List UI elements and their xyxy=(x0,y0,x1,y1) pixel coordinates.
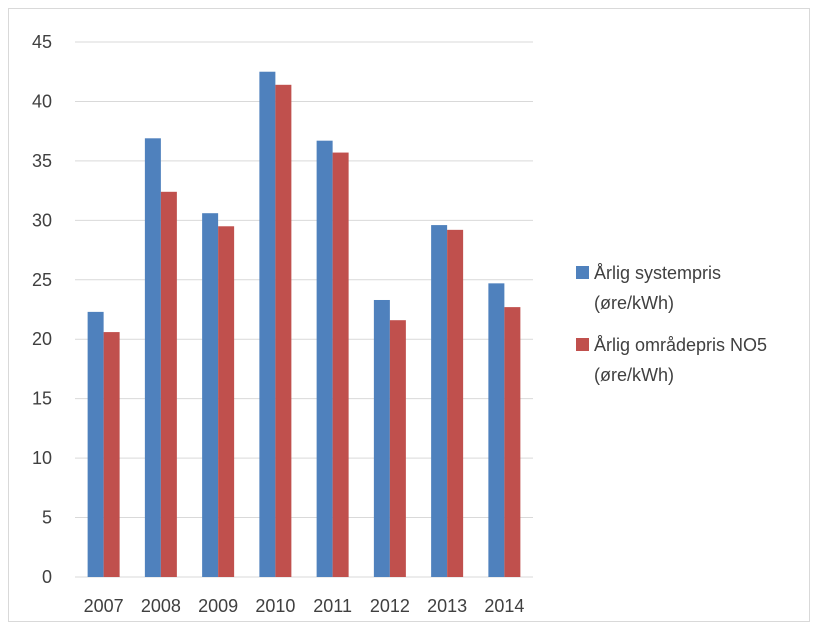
bar-omradepris-2008 xyxy=(160,191,177,578)
bar-systempris-2010 xyxy=(259,71,276,577)
bar-omradepris-2011 xyxy=(332,152,349,578)
y-axis-tick-labels: 0 5 10 15 20 25 30 35 40 45 xyxy=(32,32,52,587)
y-tick-label: 20 xyxy=(32,329,52,349)
x-tick-label: 2010 xyxy=(255,596,295,616)
bar-omradepris-2014 xyxy=(504,307,521,577)
x-axis-tick-labels: 2007 2008 2009 2010 2011 2012 2013 2014 xyxy=(84,596,525,616)
bar-systempris-2012 xyxy=(373,299,390,577)
bar-omradepris-2013 xyxy=(447,229,464,577)
y-tick-label: 5 xyxy=(42,508,52,528)
legend-label: (øre/kWh) xyxy=(594,293,674,313)
x-tick-label: 2011 xyxy=(313,596,352,616)
y-tick-label: 40 xyxy=(32,91,52,111)
y-tick-label: 0 xyxy=(42,567,52,587)
legend-swatch xyxy=(576,266,589,279)
y-tick-label: 45 xyxy=(32,32,52,52)
x-tick-label: 2012 xyxy=(370,596,410,616)
y-tick-label: 30 xyxy=(32,210,52,230)
x-tick-label: 2013 xyxy=(427,596,467,616)
y-tick-label: 10 xyxy=(32,448,52,468)
y-tick-label: 35 xyxy=(32,151,52,171)
legend-swatch xyxy=(576,338,589,351)
legend: Årlig systempris (øre/kWh) Årlig områdepri… xyxy=(576,263,767,385)
bars xyxy=(87,71,521,578)
bar-omradepris-2007 xyxy=(103,332,120,577)
bar-omradepris-2012 xyxy=(389,320,406,577)
bar-systempris-2008 xyxy=(144,138,161,578)
x-tick-label: 2014 xyxy=(484,596,524,616)
legend-label: Årlig områdepris NO5 xyxy=(594,335,767,355)
legend-label: (øre/kWh) xyxy=(594,365,674,385)
y-tick-label: 15 xyxy=(32,389,52,409)
bar-systempris-2009 xyxy=(202,213,219,577)
bar-omradepris-2009 xyxy=(218,226,235,577)
x-tick-label: 2007 xyxy=(84,596,124,616)
bar-systempris-2013 xyxy=(431,225,448,578)
bar-systempris-2014 xyxy=(488,283,505,577)
chart-frame xyxy=(8,8,810,622)
bar-omradepris-2010 xyxy=(275,84,292,578)
bar-systempris-2007 xyxy=(87,311,104,577)
legend-label: Årlig systempris xyxy=(594,263,721,283)
x-tick-label: 2009 xyxy=(198,596,238,616)
y-tick-label: 25 xyxy=(32,270,52,290)
bar-systempris-2011 xyxy=(316,140,333,577)
gridlines xyxy=(75,41,533,578)
x-tick-label: 2008 xyxy=(141,596,181,616)
